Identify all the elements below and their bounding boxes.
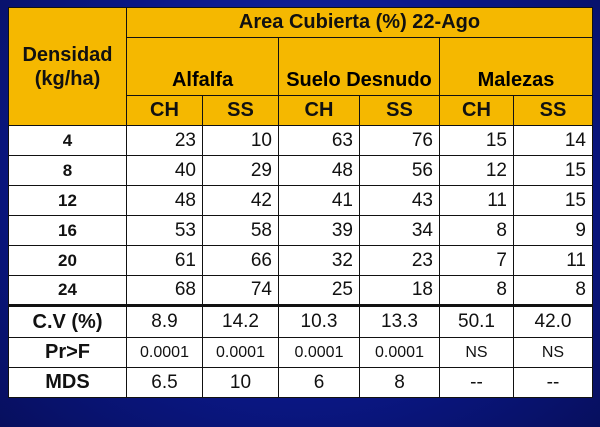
stat-label: Pr>F (8, 337, 127, 368)
table-row: 20 61 66 32 23 7 11 (8, 245, 593, 276)
stat-cell: 0.0001 (278, 337, 360, 368)
table-row: 24 68 74 25 18 8 8 (8, 275, 593, 306)
density-cell: 20 (8, 245, 127, 276)
value-cell: 53 (126, 215, 203, 246)
value-cell: 8 (513, 275, 593, 306)
value-cell: 43 (359, 185, 440, 216)
value-cell: 68 (126, 275, 203, 306)
stat-cell: -- (513, 367, 593, 398)
value-cell: 76 (359, 125, 440, 156)
group-alfalfa: Alfalfa (126, 37, 279, 96)
value-cell: 14 (513, 125, 593, 156)
stat-cell: 0.0001 (126, 337, 203, 368)
stat-cell: 42.0 (513, 304, 593, 338)
subheader: SS (202, 95, 279, 126)
value-cell: 61 (126, 245, 203, 276)
density-header: Densidad (kg/ha) (8, 7, 127, 126)
subheader: SS (359, 95, 440, 126)
stat-cell: 0.0001 (202, 337, 279, 368)
stat-cell: NS (513, 337, 593, 368)
value-cell: 10 (202, 125, 279, 156)
group-malezas: Malezas (439, 37, 593, 96)
value-cell: 42 (202, 185, 279, 216)
density-cell: 24 (8, 275, 127, 306)
value-cell: 8 (439, 215, 514, 246)
stat-cell: 10 (202, 367, 279, 398)
subheader: SS (513, 95, 593, 126)
stat-cell: NS (439, 337, 514, 368)
value-cell: 29 (202, 155, 279, 186)
value-cell: 40 (126, 155, 203, 186)
value-cell: 7 (439, 245, 514, 276)
group-suelo-desnudo: Suelo Desnudo (278, 37, 440, 96)
stat-cell: 14.2 (202, 304, 279, 338)
value-cell: 18 (359, 275, 440, 306)
value-cell: 11 (513, 245, 593, 276)
value-cell: 48 (126, 185, 203, 216)
stats-row-prf: Pr>F 0.0001 0.0001 0.0001 0.0001 NS NS (8, 337, 593, 368)
value-cell: 11 (439, 185, 514, 216)
value-cell: 25 (278, 275, 360, 306)
table-row: 12 48 42 41 43 11 15 (8, 185, 593, 216)
density-cell: 8 (8, 155, 127, 186)
value-cell: 41 (278, 185, 360, 216)
value-cell: 34 (359, 215, 440, 246)
value-cell: 58 (202, 215, 279, 246)
value-cell: 15 (513, 185, 593, 216)
stat-cell: 8.9 (126, 304, 203, 338)
value-cell: 66 (202, 245, 279, 276)
stat-cell: 50.1 (439, 304, 514, 338)
subheader: CH (278, 95, 360, 126)
value-cell: 15 (439, 125, 514, 156)
table-row: 16 53 58 39 34 8 9 (8, 215, 593, 246)
stat-label: MDS (8, 367, 127, 398)
value-cell: 39 (278, 215, 360, 246)
stat-cell: 10.3 (278, 304, 360, 338)
subheader: CH (439, 95, 514, 126)
value-cell: 15 (513, 155, 593, 186)
density-cell: 16 (8, 215, 127, 246)
stats-row-cv: C.V (%) 8.9 14.2 10.3 13.3 50.1 42.0 (8, 304, 593, 338)
value-cell: 48 (278, 155, 360, 186)
table-row: 4 23 10 63 76 15 14 (8, 125, 593, 156)
stat-cell: 6.5 (126, 367, 203, 398)
value-cell: 74 (202, 275, 279, 306)
stat-cell: 8 (359, 367, 440, 398)
subheader: CH (126, 95, 203, 126)
stats-row-mds: MDS 6.5 10 6 8 -- -- (8, 367, 593, 398)
value-cell: 8 (439, 275, 514, 306)
stat-cell: 13.3 (359, 304, 440, 338)
table-row: 8 40 29 48 56 12 15 (8, 155, 593, 186)
stat-label: C.V (%) (8, 304, 127, 338)
stat-cell: -- (439, 367, 514, 398)
density-cell: 12 (8, 185, 127, 216)
value-cell: 32 (278, 245, 360, 276)
stat-cell: 0.0001 (359, 337, 440, 368)
stat-cell: 6 (278, 367, 360, 398)
value-cell: 23 (359, 245, 440, 276)
table-title: Area Cubierta (%) 22-Ago (126, 7, 593, 38)
value-cell: 56 (359, 155, 440, 186)
density-cell: 4 (8, 125, 127, 156)
coverage-table: Densidad (kg/ha) Area Cubierta (%) 22-Ag… (8, 7, 593, 398)
value-cell: 63 (278, 125, 360, 156)
value-cell: 9 (513, 215, 593, 246)
value-cell: 23 (126, 125, 203, 156)
value-cell: 12 (439, 155, 514, 186)
